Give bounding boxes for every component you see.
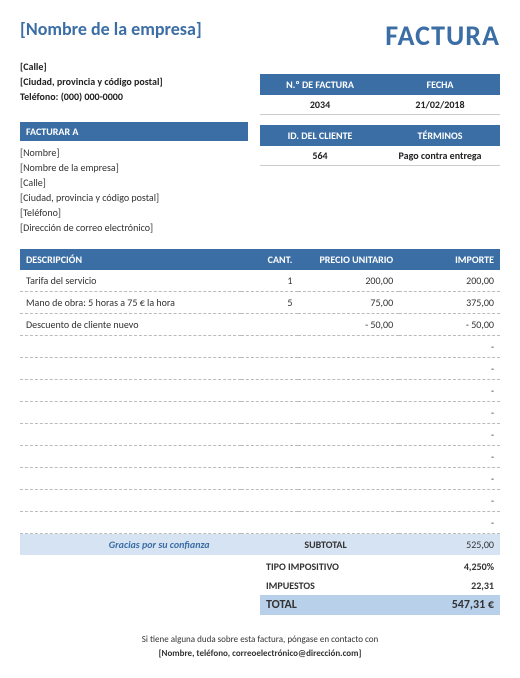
cell-desc: Descuento de cliente nuevo: [20, 314, 241, 336]
bill-to-header: FACTURAR A: [20, 122, 248, 141]
bill-to-street: [Calle]: [20, 175, 248, 190]
cell-amount: -: [399, 358, 500, 380]
cell-unit: 200,00: [298, 270, 399, 292]
invoice-title: FACTURA: [385, 18, 500, 53]
cell-qty: [241, 314, 299, 336]
table-row: -: [20, 424, 500, 446]
cell-unit: [298, 402, 399, 424]
company-name: [Nombre de la empresa]: [20, 18, 202, 40]
client-id-value: 564: [260, 146, 380, 166]
thanks-message: Gracias por su confianza: [20, 534, 298, 556]
table-row: -: [20, 336, 500, 358]
cell-qty: [241, 358, 299, 380]
cell-desc: [20, 512, 241, 534]
tax-label: IMPUESTOS: [266, 579, 315, 592]
cell-unit: - 50,00: [298, 314, 399, 336]
cell-desc: [20, 446, 241, 468]
cell-desc: Tarifa del servicio: [20, 270, 241, 292]
footer-block: Si tiene alguna duda sobre esta factura,…: [20, 633, 500, 660]
table-row: -: [20, 512, 500, 534]
cell-desc: [20, 358, 241, 380]
table-row: -: [20, 468, 500, 490]
cell-amount: -: [399, 446, 500, 468]
totals-block: TIPO IMPOSITIVO 4,250% IMPUESTOS 22,31 T…: [260, 557, 500, 615]
cell-amount: -: [399, 424, 500, 446]
table-row: -: [20, 490, 500, 512]
footer-line1: Si tiene alguna duda sobre esta factura,…: [20, 633, 500, 647]
cell-unit: [298, 446, 399, 468]
col-unit: PRECIO UNITARIO: [298, 249, 399, 270]
invoice-meta-bottom: ID. DEL CLIENTE TÉRMINOS 564 Pago contra…: [260, 125, 500, 166]
bill-to-city-zip: [Ciudad, provincia y código postal]: [20, 190, 248, 205]
col-desc: DESCRIPCIÓN: [20, 249, 241, 270]
cell-qty: [241, 402, 299, 424]
cell-amount: 200,00: [399, 270, 500, 292]
cell-qty: [241, 424, 299, 446]
table-row: -: [20, 380, 500, 402]
cell-amount: -: [399, 468, 500, 490]
cell-qty: [241, 490, 299, 512]
cell-unit: [298, 512, 399, 534]
table-row: -: [20, 446, 500, 468]
tax-rate-label: TIPO IMPOSITIVO: [266, 560, 339, 573]
cell-amount: -: [399, 512, 500, 534]
subtotal-value: 525,00: [399, 534, 500, 556]
cell-desc: [20, 468, 241, 490]
subtotal-label: SUBTOTAL: [298, 534, 399, 556]
bill-to-phone: [Teléfono]: [20, 205, 248, 220]
table-row: Mano de obra: 5 horas a 75 € la hora575,…: [20, 292, 500, 314]
bill-to-block: [Nombre] [Nombre de la empresa] [Calle] …: [20, 145, 248, 235]
cell-qty: [241, 380, 299, 402]
company-street: [Calle]: [20, 59, 500, 74]
cell-amount: -: [399, 336, 500, 358]
cell-unit: [298, 468, 399, 490]
cell-unit: [298, 424, 399, 446]
total-label: TOTAL: [266, 598, 297, 612]
cell-desc: Mano de obra: 5 horas a 75 € la hora: [20, 292, 241, 314]
cell-desc: [20, 424, 241, 446]
cell-desc: [20, 380, 241, 402]
invoice-no-value: 2034: [260, 95, 380, 115]
tax-value: 22,31: [471, 579, 494, 592]
cell-qty: 5: [241, 292, 299, 314]
cell-qty: [241, 512, 299, 534]
invoice-date-label: FECHA: [380, 74, 500, 95]
cell-unit: [298, 380, 399, 402]
cell-unit: [298, 490, 399, 512]
bill-to-email: [Dirección de correo electrónico]: [20, 220, 248, 235]
col-qty: CANT.: [241, 249, 299, 270]
client-id-label: ID. DEL CLIENTE: [260, 125, 380, 146]
col-amount: IMPORTE: [399, 249, 500, 270]
table-row: -: [20, 402, 500, 424]
cell-amount: 375,00: [399, 292, 500, 314]
terms-value: Pago contra entrega: [380, 146, 500, 166]
cell-unit: 75,00: [298, 292, 399, 314]
cell-qty: [241, 468, 299, 490]
cell-desc: [20, 490, 241, 512]
cell-qty: 1: [241, 270, 299, 292]
invoice-date-value: 21/02/2018: [380, 95, 500, 115]
invoice-no-label: N.º DE FACTURA: [260, 74, 380, 95]
cell-amount: -: [399, 402, 500, 424]
bill-to-name: [Nombre]: [20, 145, 248, 160]
cell-unit: [298, 336, 399, 358]
table-row: -: [20, 358, 500, 380]
table-row: Descuento de cliente nuevo - 50,00- 50,00: [20, 314, 500, 336]
total-value: 547,31 €: [452, 598, 494, 612]
cell-desc: [20, 336, 241, 358]
footer-line2: [Nombre, teléfono, correoelectrónico@dir…: [20, 647, 500, 661]
bill-to-company: [Nombre de la empresa]: [20, 160, 248, 175]
cell-amount: -: [399, 490, 500, 512]
cell-amount: - 50,00: [399, 314, 500, 336]
cell-qty: [241, 446, 299, 468]
cell-desc: [20, 402, 241, 424]
cell-amount: -: [399, 380, 500, 402]
tax-rate-value: 4,250%: [464, 560, 494, 573]
invoice-meta-top: N.º DE FACTURA FECHA 2034 21/02/2018: [260, 74, 500, 115]
line-items-table: DESCRIPCIÓN CANT. PRECIO UNITARIO IMPORT…: [20, 249, 500, 555]
terms-label: TÉRMINOS: [380, 125, 500, 146]
cell-qty: [241, 336, 299, 358]
table-row: Tarifa del servicio1200,00200,00: [20, 270, 500, 292]
cell-unit: [298, 358, 399, 380]
